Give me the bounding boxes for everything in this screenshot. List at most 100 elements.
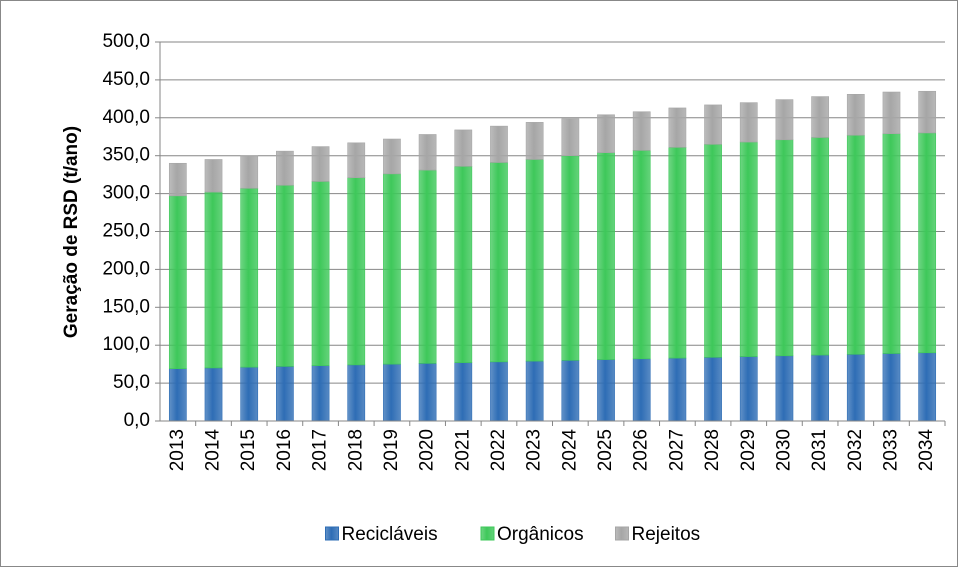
x-tick-label: 2031: [809, 429, 830, 471]
x-tick-label: 2028: [702, 429, 723, 471]
y-tick-label: 200,0: [102, 258, 150, 279]
bar-segment: [383, 173, 401, 365]
bar-segment: [846, 134, 865, 355]
bar-segment: [418, 134, 437, 171]
x-tick-label: 2029: [738, 429, 759, 471]
bar-segment: [811, 137, 829, 356]
legend-label: Orgânicos: [497, 524, 584, 545]
bar-segment: [597, 152, 615, 360]
bar-segment: [168, 162, 187, 197]
x-tick-label: 2027: [666, 429, 687, 471]
x-tick-label: 2024: [559, 429, 580, 472]
bar-segment: [347, 177, 366, 366]
x-tick-label: 2016: [274, 429, 295, 471]
bar-segment: [383, 138, 401, 175]
bar-segment: [561, 118, 580, 156]
x-tick-label: 2034: [916, 429, 937, 472]
bar-segment: [846, 94, 865, 136]
x-tick-label: 2033: [880, 429, 901, 471]
y-tick-label: 300,0: [102, 183, 150, 204]
bar-segment: [490, 125, 508, 163]
bar-segment: [775, 139, 794, 357]
y-tick-label: 150,0: [102, 296, 150, 317]
bar-segment: [418, 169, 437, 364]
x-tick-label: 2019: [381, 429, 402, 471]
y-tick-label: 50,0: [113, 372, 150, 393]
x-tick-label: 2025: [595, 429, 616, 471]
bar-segment: [276, 366, 294, 422]
bar-segment: [525, 360, 544, 422]
bar-segment: [204, 191, 223, 369]
x-tick-label: 2014: [203, 429, 224, 472]
y-axis-label: Geração de RSD (t/ano): [61, 126, 82, 338]
x-tick-label: 2030: [773, 429, 794, 471]
bar-segment: [561, 360, 580, 422]
bar-segment: [775, 99, 794, 141]
y-tick-label: 100,0: [102, 334, 150, 355]
bar-segment: [276, 184, 294, 367]
x-tick-label: 2013: [167, 429, 188, 471]
bar-segment: [168, 368, 187, 422]
bar-segment: [454, 129, 473, 167]
x-tick-label: 2023: [524, 429, 545, 471]
bar-segment: [882, 133, 901, 354]
bar-segment: [811, 354, 829, 422]
bar-segment: [739, 141, 758, 357]
x-tick-label: 2018: [345, 429, 366, 471]
x-tick-label: 2022: [488, 429, 509, 471]
bar-segment: [918, 352, 937, 422]
bar-segment: [525, 159, 544, 362]
bar-segment: [632, 150, 651, 360]
bar-segment: [739, 356, 758, 422]
bar-segment: [204, 367, 223, 422]
bar-segment: [704, 357, 722, 422]
y-tick-label: 0,0: [124, 410, 150, 431]
bar-segment: [668, 107, 687, 148]
bar-segment: [311, 365, 330, 422]
bar-segment: [775, 355, 794, 422]
bar-segment: [204, 159, 223, 193]
legend-label: Rejeitos: [632, 524, 701, 545]
y-tick-label: 350,0: [102, 145, 150, 166]
bar-segment: [632, 111, 651, 151]
legend-label: Recicláveis: [342, 524, 438, 545]
bar-segment: [739, 102, 758, 143]
x-tick-label: 2026: [631, 429, 652, 471]
bar-segment: [668, 147, 687, 359]
bar-segment: [311, 181, 330, 366]
bar-segment: [168, 195, 187, 369]
bar-segment: [240, 187, 259, 368]
bar-segment: [490, 361, 508, 422]
bar-segment: [240, 366, 259, 422]
bar-segment: [918, 90, 937, 134]
x-tick-label: 2032: [845, 429, 866, 471]
bar-segment: [454, 362, 473, 422]
x-tick-label: 2021: [452, 429, 473, 471]
y-tick-label: 400,0: [102, 107, 150, 128]
bar-segment: [704, 144, 722, 358]
bar-segment: [882, 353, 901, 422]
bar-segment: [525, 122, 544, 160]
bar-segment: [597, 359, 615, 422]
bar-segment: [276, 150, 294, 186]
x-tick-label: 2017: [310, 429, 331, 471]
bar-segment: [347, 142, 366, 178]
bar-segment: [846, 353, 865, 422]
bar-segment: [597, 114, 615, 153]
bar-segment: [454, 166, 473, 363]
bar-segment: [383, 363, 401, 422]
y-tick-label: 500,0: [102, 31, 150, 52]
x-tick-label: 2015: [238, 429, 259, 471]
bar-segment: [811, 96, 829, 138]
bar-segment: [561, 155, 580, 361]
y-tick-label: 450,0: [102, 69, 150, 90]
legend-swatch: [615, 526, 629, 541]
bar-segment: [311, 146, 330, 182]
legend-swatch: [480, 526, 495, 541]
bar-segment: [347, 364, 366, 422]
bar-segment: [704, 104, 722, 145]
bar-segment: [490, 162, 508, 363]
bar-segment: [418, 363, 437, 422]
